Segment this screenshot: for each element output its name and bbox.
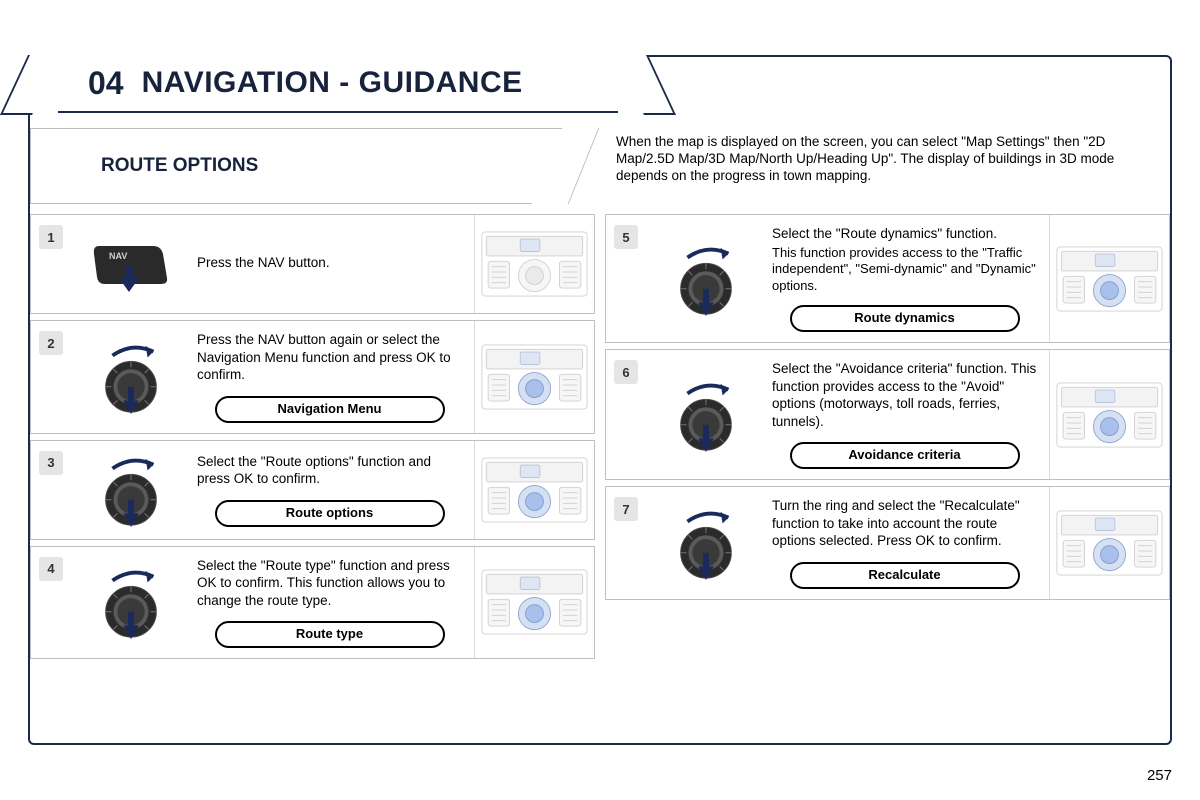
rotary-dial-icon	[646, 350, 766, 479]
console-thumbnail	[1049, 350, 1169, 479]
menu-pill: Route options	[215, 500, 445, 527]
step-number-badge: 2	[39, 331, 63, 355]
step-number-cell: 2	[31, 321, 71, 433]
console-thumbnail	[474, 215, 594, 313]
step-row: 4 Select the "Route type" function and pr…	[30, 546, 595, 660]
step-row: 7 Turn the ring and select the "Recalcula…	[605, 486, 1170, 600]
chapter-number: 04	[88, 65, 124, 102]
rotary-dial-icon	[71, 441, 191, 539]
step-text: Press the NAV button again or select the…	[191, 321, 474, 433]
step-description: Press the NAV button again or select the…	[197, 331, 462, 384]
page-number: 257	[1147, 767, 1172, 784]
step-text: Select the "Route options" function and …	[191, 441, 474, 539]
menu-pill: Route dynamics	[790, 305, 1020, 332]
step-number-cell: 1	[31, 215, 71, 313]
step-description: Select the "Route options" function and …	[197, 453, 462, 488]
step-description: Select the "Avoidance criteria" function…	[772, 360, 1037, 430]
section-title: ROUTE OPTIONS	[101, 155, 258, 177]
step-row: 6 Select the "Avoidance criteria" functio…	[605, 349, 1170, 480]
step-number-badge: 6	[614, 360, 638, 384]
step-row: 2 Press the NAV button again or select th…	[30, 320, 595, 434]
intro-note: When the map is displayed on the screen,…	[566, 128, 1170, 204]
step-number-cell: 4	[31, 547, 71, 659]
console-thumbnail	[474, 321, 594, 433]
nav-button-icon	[71, 215, 191, 313]
step-description: Press the NAV button.	[197, 254, 462, 272]
chapter-tab: 04 NAVIGATION - GUIDANCE	[58, 55, 618, 113]
step-number-badge: 7	[614, 497, 638, 521]
step-number-cell: 6	[606, 350, 646, 479]
step-row: 5 Select the "Route dynamics" function. Th…	[605, 214, 1170, 343]
right-column: 5 Select the "Route dynamics" function. Th…	[605, 214, 1170, 742]
rotary-dial-icon	[71, 547, 191, 659]
step-text: Select the "Route type" function and pre…	[191, 547, 474, 659]
step-text: Press the NAV button.	[191, 215, 474, 313]
step-number-cell: 5	[606, 215, 646, 342]
menu-pill: Avoidance criteria	[790, 442, 1020, 469]
step-row: 1 Press the NAV button.	[30, 214, 595, 314]
rotary-dial-icon	[646, 215, 766, 342]
step-number-cell: 7	[606, 487, 646, 599]
step-number-badge: 5	[614, 225, 638, 249]
steps-columns: 1 Press the NAV button. 2 Press the NAV but…	[30, 214, 1170, 742]
left-column: 1 Press the NAV button. 2 Press the NAV but…	[30, 214, 595, 742]
section-title-box: ROUTE OPTIONS	[30, 128, 566, 204]
rotary-dial-icon	[71, 321, 191, 433]
chapter-title: NAVIGATION - GUIDANCE	[142, 66, 523, 100]
console-thumbnail	[474, 441, 594, 539]
step-row: 3 Select the "Route options" function and…	[30, 440, 595, 540]
step-number-badge: 3	[39, 451, 63, 475]
console-thumbnail	[1049, 487, 1169, 599]
menu-pill: Navigation Menu	[215, 396, 445, 423]
step-text: Select the "Route dynamics" function. Thi…	[766, 215, 1049, 342]
subheader: ROUTE OPTIONS When the map is displayed …	[30, 128, 1170, 204]
step-description: Select the "Route dynamics" function.	[772, 225, 1037, 243]
menu-pill: Recalculate	[790, 562, 1020, 589]
menu-pill: Route type	[215, 621, 445, 648]
step-number-badge: 4	[39, 557, 63, 581]
step-text: Turn the ring and select the "Recalculat…	[766, 487, 1049, 599]
rotary-dial-icon	[646, 487, 766, 599]
step-description: Select the "Route type" function and pre…	[197, 557, 462, 610]
step-description: Turn the ring and select the "Recalculat…	[772, 497, 1037, 550]
step-number-badge: 1	[39, 225, 63, 249]
console-thumbnail	[474, 547, 594, 659]
step-text: Select the "Avoidance criteria" function…	[766, 350, 1049, 479]
step-number-cell: 3	[31, 441, 71, 539]
step-subtext: This function provides access to the "Tr…	[772, 245, 1037, 296]
console-thumbnail	[1049, 215, 1169, 342]
